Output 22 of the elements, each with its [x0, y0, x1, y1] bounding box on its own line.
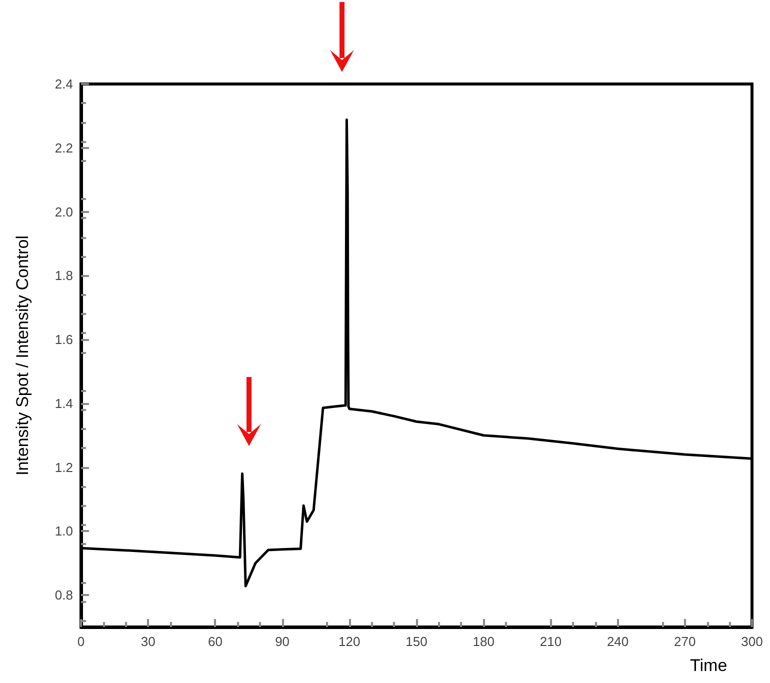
x-tick-label: 120: [338, 634, 360, 649]
x-tick-label: 300: [741, 634, 763, 649]
y-tick-label: 1.0: [54, 524, 73, 539]
x-tick-label: 210: [540, 634, 562, 649]
y-tick-label: 0.8: [54, 588, 73, 603]
y-tick-label: 1.4: [54, 396, 73, 411]
y-tick-label: 1.6: [54, 332, 73, 348]
y-tick-label: 2.2: [54, 140, 73, 156]
y-tick-label: 2.0: [54, 204, 73, 220]
x-tick-label: 150: [406, 634, 428, 649]
x-tick-label: 90: [275, 634, 290, 649]
y-tick-label: 2.4: [54, 76, 73, 92]
x-tick-label: 240: [606, 634, 629, 649]
x-axis-title: Time: [690, 656, 728, 675]
x-tick-label: 30: [140, 634, 156, 649]
y-tick-label: 1.8: [54, 268, 73, 284]
y-axis-title: Intensity Spot / Intensity Control: [13, 235, 32, 476]
x-tick-label: 270: [674, 634, 696, 649]
y-tick-label: 1.2: [54, 460, 73, 475]
x-tick-label: 0: [77, 634, 85, 649]
x-tick-label: 180: [472, 634, 494, 649]
x-tick-label: 60: [208, 634, 222, 649]
